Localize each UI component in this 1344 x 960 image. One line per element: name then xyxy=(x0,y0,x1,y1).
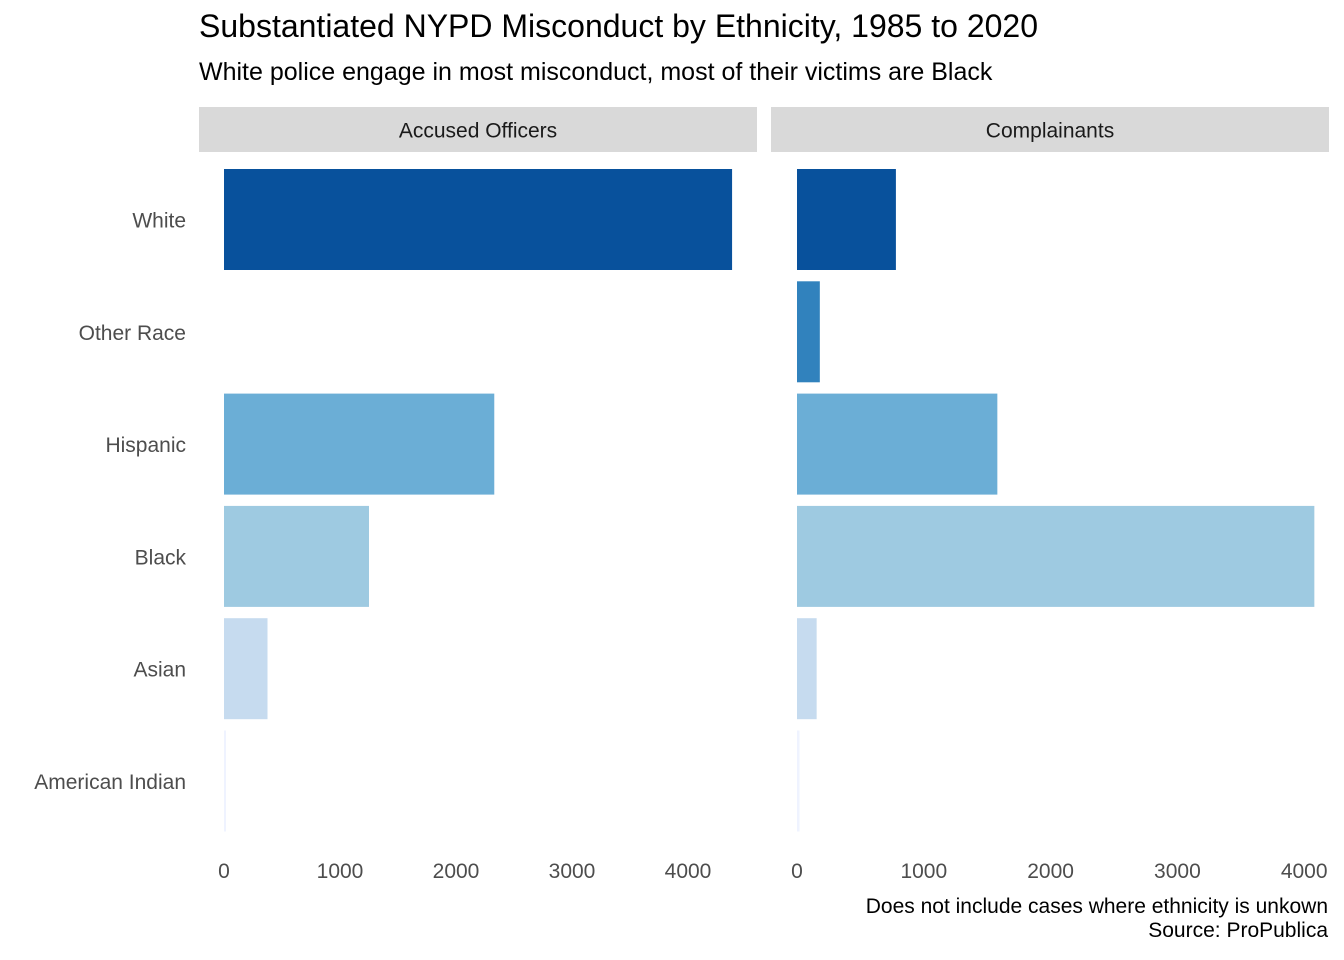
x-tick-label-complainants-3000: 3000 xyxy=(1154,860,1201,883)
chart-subtitle: White police engage in most misconduct, … xyxy=(199,58,993,86)
bar-complainants-asian xyxy=(797,618,817,720)
chart-title: Substantiated NYPD Misconduct by Ethnici… xyxy=(199,8,1038,44)
bar-complainants-hispanic xyxy=(797,393,998,495)
bar-accused-officers-hispanic xyxy=(224,393,495,495)
bar-complainants-white xyxy=(797,169,896,270)
bar-accused-officers-american-indian xyxy=(224,730,226,832)
bar-accused-officers-white xyxy=(224,169,733,270)
y-tick-label-asian: Asian xyxy=(133,659,186,682)
x-tick-label-accused-officers-2000: 2000 xyxy=(433,860,480,883)
x-tick-label-accused-officers-0: 0 xyxy=(218,860,230,883)
facet-label-accused-officers: Accused Officers xyxy=(399,120,557,143)
y-tick-label-other-race: Other Race xyxy=(79,322,186,345)
facet-label-complainants: Complainants xyxy=(986,120,1114,143)
y-tick-label-hispanic: Hispanic xyxy=(105,434,186,457)
facet-strip-complainants xyxy=(771,107,1329,152)
y-tick-label-white: White xyxy=(132,210,186,233)
caption-source: Source: ProPublica xyxy=(1148,919,1328,942)
y-tick-label-american-indian: American Indian xyxy=(34,771,186,794)
facet-strip-accused-officers xyxy=(199,107,757,152)
bar-complainants-american-indian xyxy=(797,730,800,832)
chart-caption: Does not include cases where ethnicity i… xyxy=(866,895,1328,943)
bar-complainants-black xyxy=(797,505,1315,607)
x-tick-label-complainants-2000: 2000 xyxy=(1027,860,1074,883)
bar-complainants-other-race xyxy=(797,281,820,383)
x-tick-label-complainants-4000: 4000 xyxy=(1281,860,1328,883)
x-tick-label-accused-officers-3000: 3000 xyxy=(549,860,596,883)
x-tick-label-complainants-1000: 1000 xyxy=(900,860,947,883)
caption-note: Does not include cases where ethnicity i… xyxy=(865,895,1328,918)
y-tick-label-black: Black xyxy=(135,546,187,569)
x-tick-label-complainants-0: 0 xyxy=(791,860,803,883)
bar-accused-officers-black xyxy=(224,505,369,607)
x-tick-label-accused-officers-4000: 4000 xyxy=(665,860,712,883)
x-tick-label-accused-officers-1000: 1000 xyxy=(317,860,364,883)
bar-accused-officers-asian xyxy=(224,618,268,720)
